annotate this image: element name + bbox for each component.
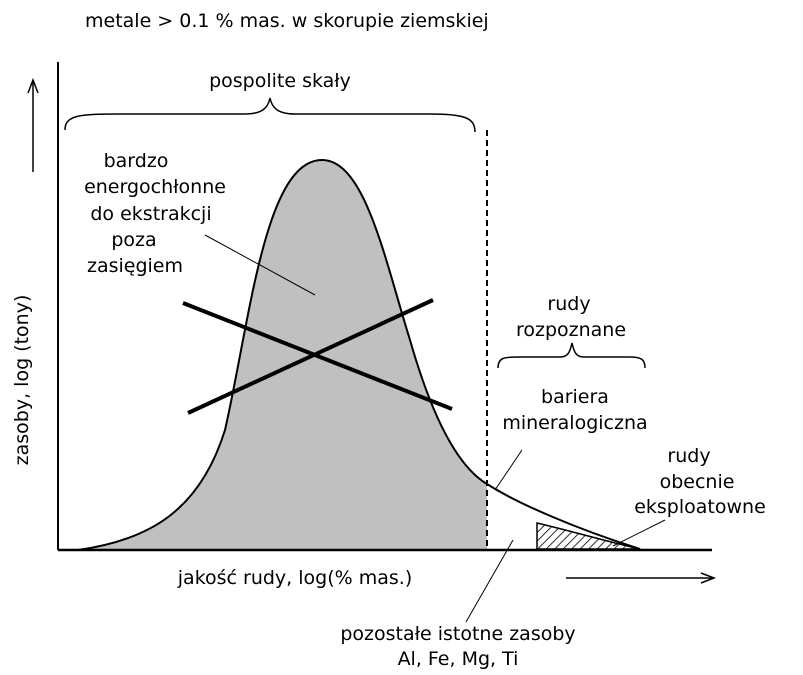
exploited-ores-area — [536, 522, 641, 550]
y-direction-arrow — [27, 77, 39, 172]
remaining-resources-label-line-1: pozostałe istotne zasoby — [340, 623, 575, 645]
cross-line-2 — [187, 298, 434, 415]
energy-intensive-label-line-2: energochłonne — [84, 176, 226, 198]
common-rocks-label: pospolite skały — [209, 70, 351, 92]
cross-line-1 — [182, 301, 453, 411]
mineralogical-barrier-label-line-1: bariera — [541, 386, 609, 408]
identified-ores-brace — [497, 342, 646, 369]
remaining-resources-label-line-2: Al, Fe, Mg, Ti — [398, 648, 519, 670]
y-axis-label: zasoby, log (tony) — [11, 295, 33, 466]
identified-ores-label-line-2: rozpoznane — [516, 319, 626, 341]
energy-label-leader — [204, 234, 316, 296]
energy-intensive-label-line-1: bardzo — [104, 150, 169, 172]
common-rocks-brace — [64, 97, 476, 133]
x-direction-arrow — [566, 572, 717, 584]
exploited-ores-label-line-1: rudy — [667, 445, 710, 467]
exploited-ores-label-line-2: obecnie — [660, 471, 735, 493]
remaining-resources-leader — [465, 539, 514, 623]
energy-intensive-label-line-5: zasięgiem — [87, 255, 183, 277]
x-axis-label: jakość rudy, log(% mas.) — [177, 567, 412, 589]
energy-intensive-label-line-3: do ekstrakcji — [90, 203, 211, 225]
exploited-ores-label-line-3: eksploatowne — [634, 496, 766, 518]
mineralogical-barrier-label-line-2: mineralogiczna — [502, 412, 647, 434]
diagram-title: metale > 0.1 % mas. w skorupie ziemskiej — [85, 10, 489, 32]
energy-intensive-label-line-4: poza — [111, 229, 156, 251]
exploited-label-leader — [612, 519, 666, 547]
identified-ores-label-line-1: rudy — [547, 293, 590, 315]
barrier-label-leader — [494, 449, 523, 491]
